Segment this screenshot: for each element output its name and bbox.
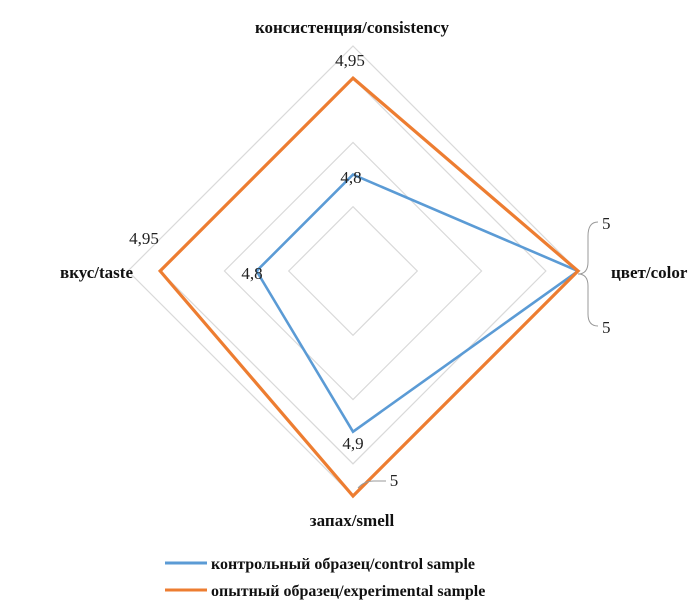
data-label-experimental-taste: 4,95 xyxy=(129,229,159,248)
data-label-control-taste: 4,8 xyxy=(241,264,262,283)
series-line-experimental xyxy=(157,75,581,499)
axis-label-color: цвет/color xyxy=(611,263,688,282)
series-line-control xyxy=(254,173,581,434)
axis-label-consistency: консистенция/consistency xyxy=(255,18,450,37)
axis-label-smell: запах/smell xyxy=(310,511,395,530)
data-label-control-consistency: 4,8 xyxy=(340,168,361,187)
leader-line-color-control xyxy=(577,221,599,275)
data-label-control-smell: 4,9 xyxy=(342,434,363,453)
series-layer xyxy=(157,75,581,499)
data-label-experimental-smell: 5 xyxy=(390,471,399,490)
grid-ring-1 xyxy=(223,141,483,401)
leader-line-color-experimental xyxy=(577,273,599,327)
legend: контрольный образец/control sample опытн… xyxy=(165,556,485,600)
legend-label-control: контрольный образец/control sample xyxy=(211,556,475,573)
legend-label-experimental: опытный образец/experimental sample xyxy=(211,583,485,600)
data-label-experimental-consistency: 4,95 xyxy=(335,51,365,70)
leader-line-smell-experimental xyxy=(357,480,386,489)
grid-ring-2 xyxy=(159,77,547,465)
data-label-control-color: 5 xyxy=(602,214,611,233)
axis-label-taste: вкус/taste xyxy=(60,263,133,282)
grid-ring-3 xyxy=(127,45,579,497)
grid-ring-0 xyxy=(287,205,419,337)
grid xyxy=(127,45,579,497)
data-label-experimental-color: 5 xyxy=(602,318,611,337)
